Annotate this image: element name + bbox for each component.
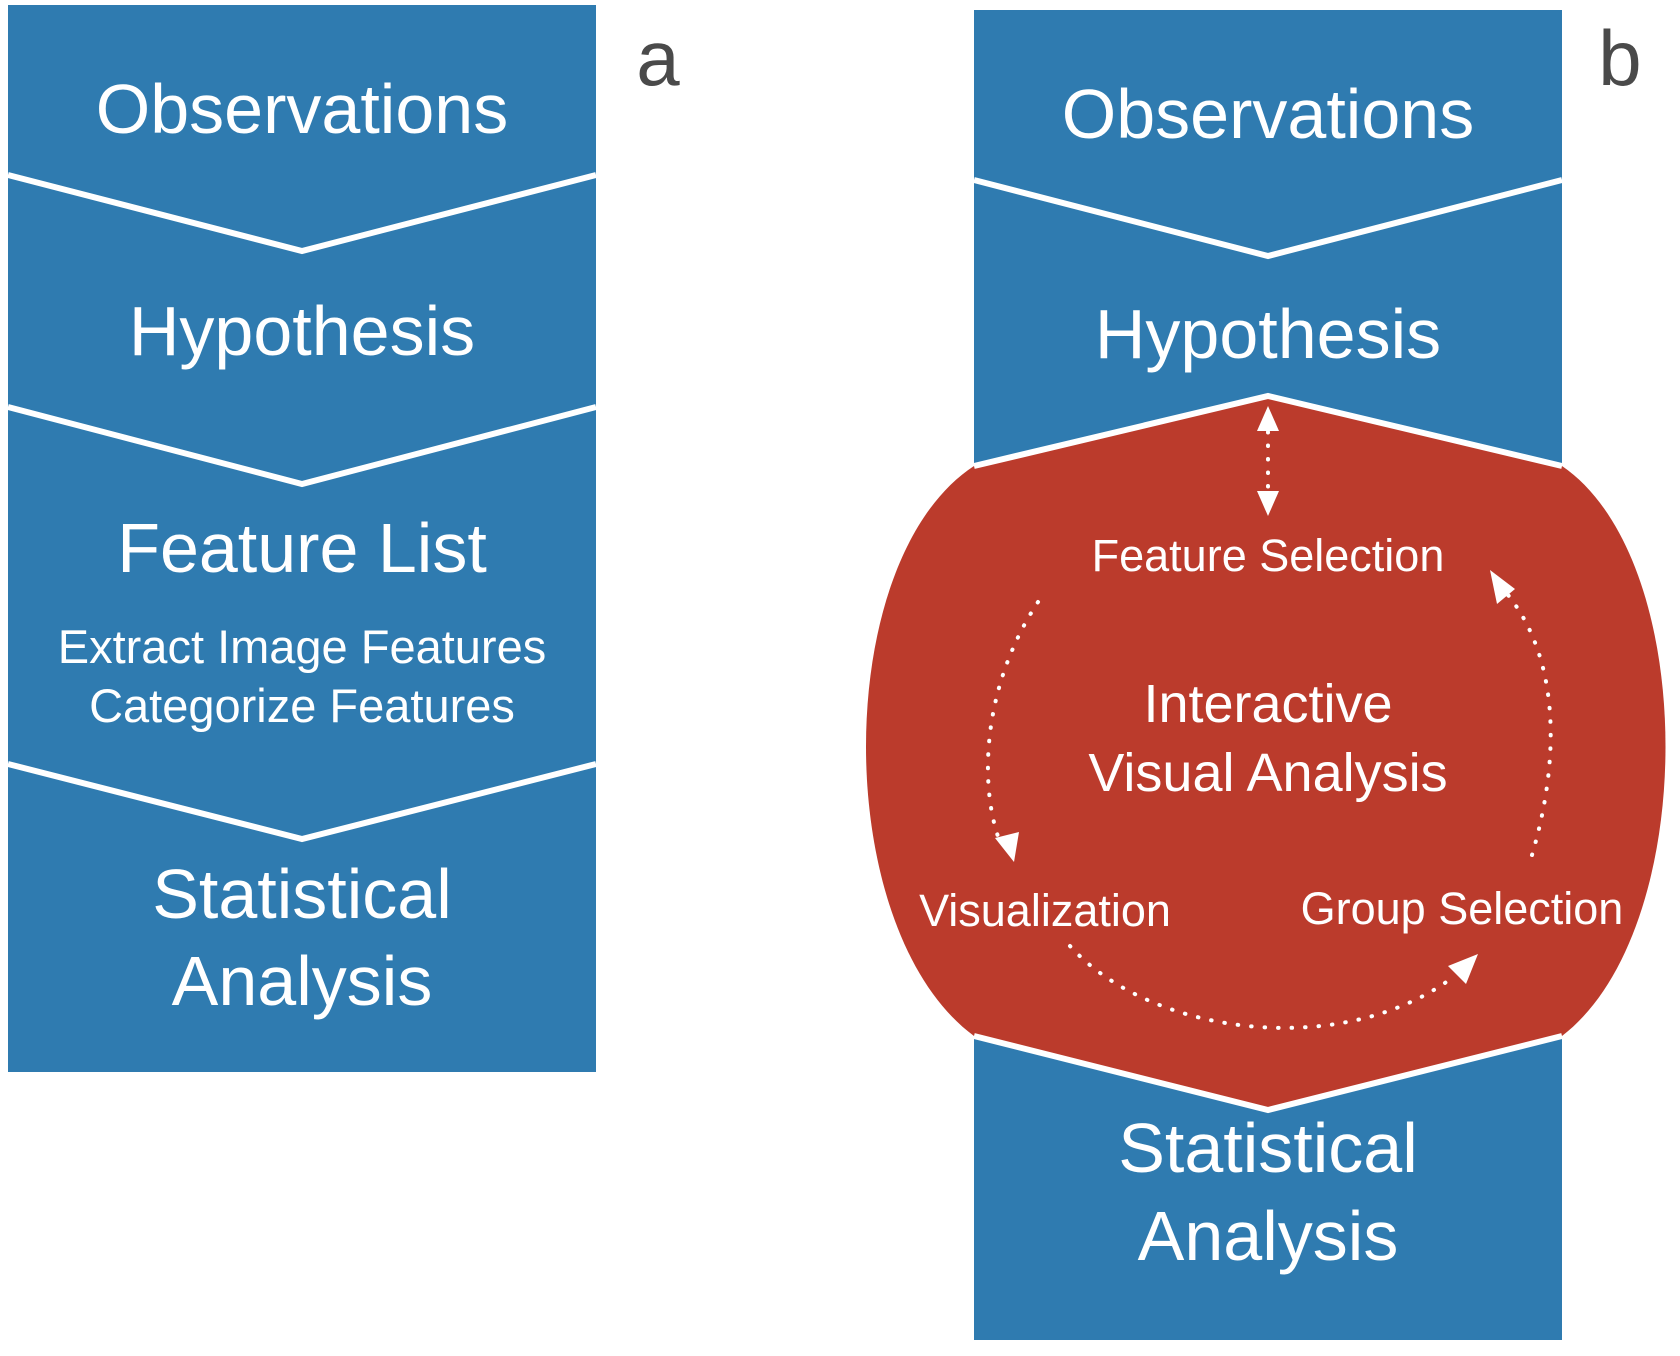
panel-a-chevron-2 [7, 404, 597, 488]
panel-b-chevron-top-cycle [973, 392, 1563, 469]
cycle-title-interactive: Interactive [1143, 674, 1392, 734]
panel-a: Observations Hypothesis Feature List Ext… [7, 5, 680, 1072]
arrow-up-to-hypothesis [1257, 406, 1279, 431]
arrow-down-to-feature-selection [1257, 491, 1279, 516]
panel-a-hypothesis-title: Hypothesis [129, 292, 475, 370]
panel-a-statistical-title: Statistical [152, 855, 452, 933]
panel-a-observations-title: Observations [96, 70, 508, 148]
arrow-to-visualization [995, 832, 1019, 862]
panel-a-extract-features-text: Extract Image Features [58, 620, 546, 673]
panel-b-hypothesis-title: Hypothesis [1095, 295, 1441, 373]
panel-a-chevron-1 [7, 172, 597, 255]
panel-a-chevron-3 [7, 761, 597, 843]
panel-a-column [8, 5, 596, 1072]
arrow-to-group-selection [1448, 954, 1478, 984]
panel-b-letter: b [1598, 14, 1641, 102]
cycle-title-visual-analysis: Visual Analysis [1088, 743, 1447, 803]
panel-b-observations-title: Observations [1062, 75, 1474, 153]
panel-a-analysis-title: Analysis [172, 942, 433, 1020]
panel-a-letter: a [636, 14, 680, 102]
feature-to-visualization-dotted-line [985, 600, 1040, 844]
panel-b: Observations Hypothesis Statistical Anal… [866, 10, 1666, 1340]
panel-b-chevron-1 [973, 177, 1563, 260]
panel-b-statistical-title: Statistical [1118, 1109, 1418, 1187]
arrow-to-feature-selection [1490, 570, 1515, 604]
panel-a-feature-list-title: Feature List [117, 509, 487, 587]
cycle-arrows [985, 406, 1553, 1030]
cycle-group-selection-label: Group Selection [1301, 883, 1624, 934]
cycle-feature-selection-label: Feature Selection [1092, 530, 1445, 581]
panel-b-chevron-bottom-cycle [973, 1033, 1563, 1114]
cycle-visualization-label: Visualization [919, 885, 1171, 936]
panel-b-cycle-region [866, 396, 1666, 1110]
panel-a-categorize-features-text: Categorize Features [89, 679, 515, 732]
panel-b-analysis-title: Analysis [1138, 1197, 1399, 1275]
